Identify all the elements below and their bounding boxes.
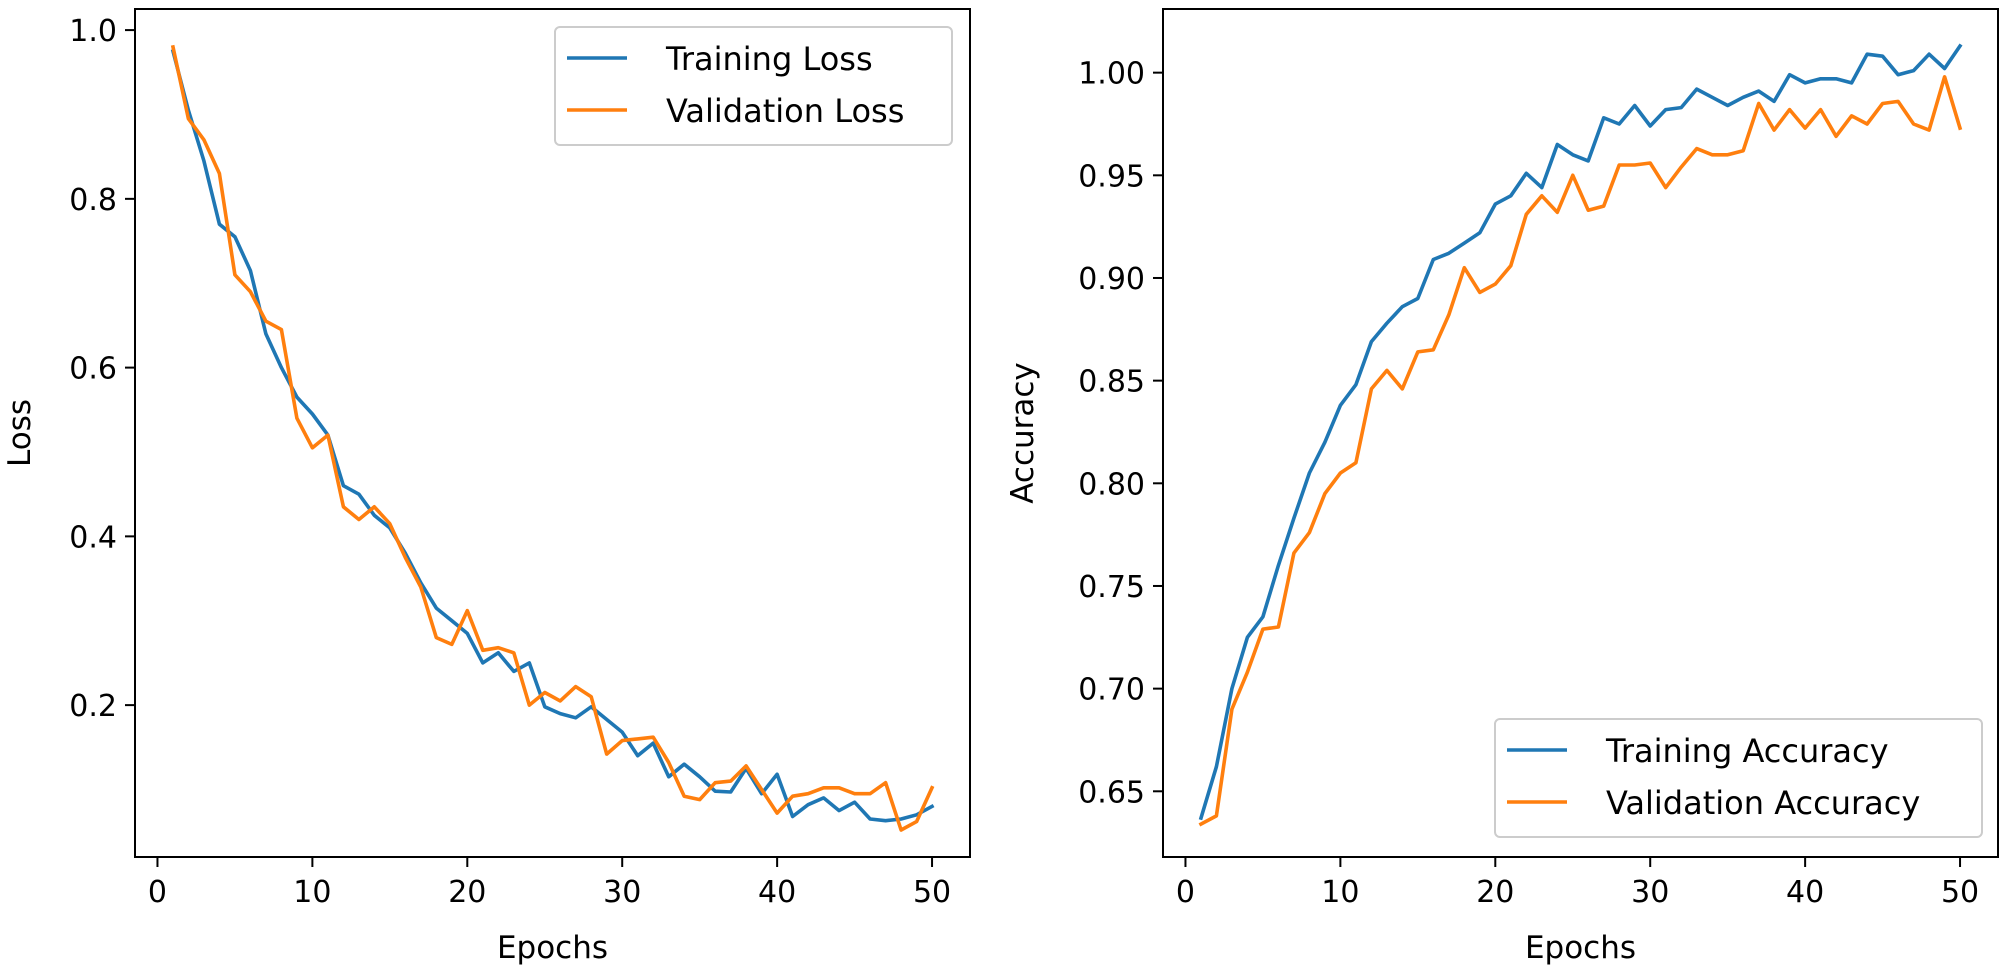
legend-entry-label: Training Accuracy	[1605, 732, 1889, 770]
x-tick-label: 40	[758, 875, 796, 910]
y-tick-label: 1.00	[1078, 57, 1145, 92]
series-line-training-loss	[170, 49, 935, 823]
y-tick-label: 0.80	[1078, 467, 1145, 502]
y-tick-label: 0.4	[69, 520, 117, 555]
y-tick-label: 0.6	[69, 352, 117, 387]
legend-entry-label: Validation Accuracy	[1606, 784, 1920, 822]
y-tick-label: 0.70	[1078, 673, 1145, 708]
x-tick-label: 40	[1786, 875, 1824, 910]
y-tick-label: 0.2	[69, 689, 117, 724]
legend-box	[1494, 718, 1983, 838]
legend: Training Accuracy Validation Accuracy	[1494, 718, 1983, 838]
x-tick-label: 10	[1321, 875, 1359, 910]
y-tick-label: 0.75	[1078, 570, 1145, 605]
x-axis-label: Epochs	[497, 930, 608, 966]
x-tick-label: 50	[913, 875, 951, 910]
legend-box	[554, 26, 953, 146]
legend-entry-label: Training Loss	[665, 40, 873, 78]
series-line-validation-loss	[170, 44, 935, 832]
accuracy-chart: 0 10 20 30 40 50 0.65 0.70 0.75 0.80 0.85 0.90 0.95 1…	[1005, 8, 1999, 966]
x-tick-label: 20	[1476, 875, 1514, 910]
x-tick-label: 30	[603, 875, 641, 910]
x-axis-label: Epochs	[1525, 930, 1636, 966]
x-tick-label: 10	[293, 875, 331, 910]
y-axis-label: Accuracy	[1005, 362, 1041, 504]
series-line-validation-accuracy	[1198, 75, 1963, 827]
y-tick-label: 0.85	[1078, 365, 1145, 400]
legend-entry-label: Validation Loss	[666, 92, 904, 130]
loss-chart: 0 10 20 30 40 50 0.2 0.4 0.6 0.8 1.0 Epochs Loss Trai…	[2, 8, 971, 966]
y-tick-label: 0.95	[1078, 159, 1145, 194]
y-tick-label: 1.0	[69, 14, 117, 49]
series-line-training-accuracy	[1198, 43, 1963, 821]
x-tick-label: 20	[448, 875, 486, 910]
y-tick-label: 0.8	[69, 183, 117, 218]
y-axis-label: Loss	[2, 399, 38, 467]
y-tick-label: 0.90	[1078, 262, 1145, 297]
plot-frame	[1162, 8, 1999, 858]
x-tick-label: 0	[1176, 875, 1195, 910]
legend: Training Loss Validation Loss	[554, 26, 953, 146]
x-tick-label: 30	[1631, 875, 1669, 910]
plot-frame	[134, 8, 971, 858]
x-tick-label: 50	[1941, 875, 1979, 910]
y-tick-label: 0.65	[1078, 775, 1145, 810]
x-tick-label: 0	[148, 875, 167, 910]
